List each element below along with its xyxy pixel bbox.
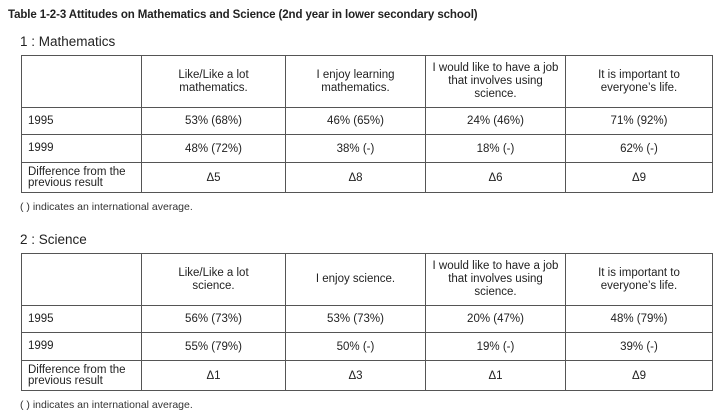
table-cell: Δ8 xyxy=(285,162,426,193)
row-label: 1995 xyxy=(21,107,142,135)
table-cell: 53% (73%) xyxy=(285,305,426,333)
row-label: Difference from the previous result xyxy=(21,162,142,193)
row-label: 1995 xyxy=(21,305,142,333)
table-cell: 19% (-) xyxy=(425,332,566,361)
table-cell: Δ1 xyxy=(425,360,566,391)
table-cell: Δ1 xyxy=(141,360,286,391)
table-cell: Δ3 xyxy=(285,360,426,391)
row-label: 1999 xyxy=(21,134,142,163)
header-row: Like/Like a lot mathematics. I enjoy lear… xyxy=(21,55,713,108)
table-cell: 39% (-) xyxy=(565,332,713,361)
table-cell: Δ5 xyxy=(141,162,286,193)
table-cell: 48% (79%) xyxy=(565,305,713,333)
table-cell: 50% (-) xyxy=(285,332,426,361)
table-cell: Δ9 xyxy=(565,162,713,193)
table-cell: 62% (-) xyxy=(565,134,713,163)
row-label: 1999 xyxy=(21,332,142,361)
header-cell-like: Like/Like a lot science. xyxy=(141,253,286,306)
table-cell: 53% (68%) xyxy=(141,107,286,135)
science-table: Like/Like a lot science. I enjoy science.… xyxy=(21,253,713,391)
table-cell: Δ6 xyxy=(425,162,566,193)
table-cell: 55% (79%) xyxy=(141,332,286,361)
header-cell-important: It is important to everyone’s life. xyxy=(565,253,713,306)
table-cell: 56% (73%) xyxy=(141,305,286,333)
table-row: 1999 55% (79%) 50% (-) 19% (-) 39% (-) xyxy=(21,332,713,361)
table-cell: 71% (92%) xyxy=(565,107,713,135)
table-row: 1995 56% (73%) 53% (73%) 20% (47%) 48% (… xyxy=(21,305,713,333)
table-row: Difference from the previous result Δ5 Δ8… xyxy=(21,162,713,193)
table-cell: Δ9 xyxy=(565,360,713,391)
header-cell-job: I would like to have a job that involves … xyxy=(425,55,566,108)
header-cell-job: I would like to have a job that involves … xyxy=(425,253,566,306)
section-title-mathematics: 1 : Mathematics xyxy=(20,34,116,49)
section-title-science: 2 : Science xyxy=(20,232,87,247)
note-mathematics: ( ) indicates an international average. xyxy=(20,201,193,213)
note-science: ( ) indicates an international average. xyxy=(20,399,193,411)
table-cell: 18% (-) xyxy=(425,134,566,163)
header-cell-enjoy: I enjoy science. xyxy=(285,253,426,306)
table-row: 1999 48% (72%) 38% (-) 18% (-) 62% (-) xyxy=(21,134,713,163)
table-cell: 20% (47%) xyxy=(425,305,566,333)
table-cell: 24% (46%) xyxy=(425,107,566,135)
mathematics-table: Like/Like a lot mathematics. I enjoy lear… xyxy=(21,55,713,193)
table-row: 1995 53% (68%) 46% (65%) 24% (46%) 71% (… xyxy=(21,107,713,135)
page-title: Table 1-2-3 Attitudes on Mathematics and… xyxy=(8,9,478,21)
header-cell-like: Like/Like a lot mathematics. xyxy=(141,55,286,108)
table-cell: 48% (72%) xyxy=(141,134,286,163)
header-cell-enjoy: I enjoy learning mathematics. xyxy=(285,55,426,108)
header-cell-empty xyxy=(21,253,142,306)
header-cell-important: It is important to everyone’s life. xyxy=(565,55,713,108)
table-row: Difference from the previous result Δ1 Δ3… xyxy=(21,360,713,391)
table-cell: 46% (65%) xyxy=(285,107,426,135)
row-label: Difference from the previous result xyxy=(21,360,142,391)
header-cell-empty xyxy=(21,55,142,108)
header-row: Like/Like a lot science. I enjoy science.… xyxy=(21,253,713,306)
table-cell: 38% (-) xyxy=(285,134,426,163)
